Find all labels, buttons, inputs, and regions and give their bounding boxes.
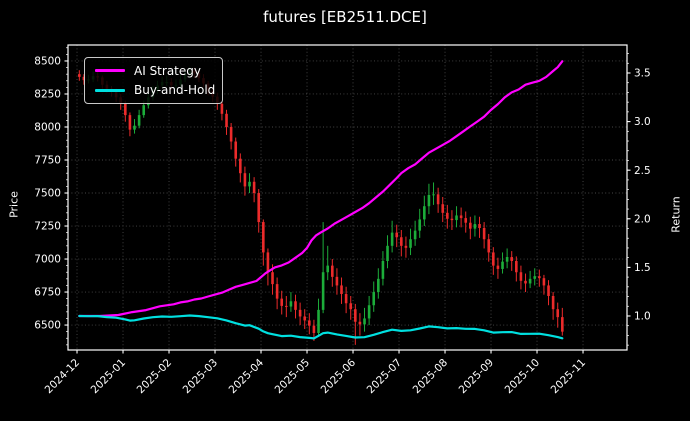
x-tick-label: 2025-06 — [319, 356, 359, 396]
x-tick-label: 2025-01 — [89, 357, 129, 397]
price-tick-label: 7500 — [34, 188, 61, 200]
legend-item-buy-and-hold: Buy-and-Hold — [95, 83, 222, 97]
x-tick-label: 2025-05 — [273, 357, 313, 397]
price-tick-label: 8500 — [34, 56, 61, 68]
return-tick-label: 2.5 — [634, 165, 651, 177]
x-tick-label: 2024-12 — [43, 357, 83, 397]
price-tick-label: 6500 — [34, 320, 61, 332]
buy-and-hold-line-swatch — [95, 88, 125, 92]
buy-and-hold-line — [78, 314, 564, 340]
legend-label-buy-and-hold: Buy-and-Hold — [134, 83, 216, 98]
x-tick-label: 2025-11 — [549, 357, 589, 397]
price-tick-label: 7000 — [34, 254, 61, 266]
x-tick-label: 2025-09 — [457, 357, 497, 397]
x-tick-label: 2025-08 — [411, 357, 451, 397]
return-axis-label: Return — [669, 196, 683, 233]
plot-border — [67, 44, 628, 351]
return-tick-label: 2.0 — [634, 213, 651, 225]
price-tick-label: 6750 — [34, 287, 61, 299]
price-tick-label: 7250 — [34, 221, 61, 233]
price-tick-label: 8250 — [34, 89, 61, 101]
x-tick-label: 2025-04 — [227, 356, 267, 396]
return-tick-label: 3.0 — [634, 116, 651, 128]
grid-layer — [68, 45, 627, 350]
price-axis-label: Price — [7, 191, 21, 218]
chart-title: futures [EB2511.DCE] — [263, 8, 427, 26]
return-tick-label: 1.0 — [634, 311, 651, 323]
price-tick-label: 7750 — [34, 155, 61, 167]
ai-strategy-line-swatch — [95, 69, 125, 73]
x-tick-label: 2025-03 — [181, 357, 221, 397]
legend: AI Strategy Buy-and-Hold — [84, 57, 223, 104]
x-tick-label: 2025-02 — [135, 357, 175, 397]
legend-label-ai-strategy: AI Strategy — [134, 63, 201, 78]
x-tick-label: 2025-10 — [503, 357, 543, 397]
return-tick-label: 1.5 — [634, 262, 651, 274]
candles-layer — [78, 66, 564, 345]
x-tick-label: 2025-07 — [365, 357, 405, 397]
legend-item-ai-strategy: AI Strategy — [95, 64, 222, 78]
return-tick-label: 3.5 — [634, 68, 651, 80]
ai-strategy-line — [78, 60, 564, 318]
price-tick-label: 8000 — [34, 122, 61, 134]
